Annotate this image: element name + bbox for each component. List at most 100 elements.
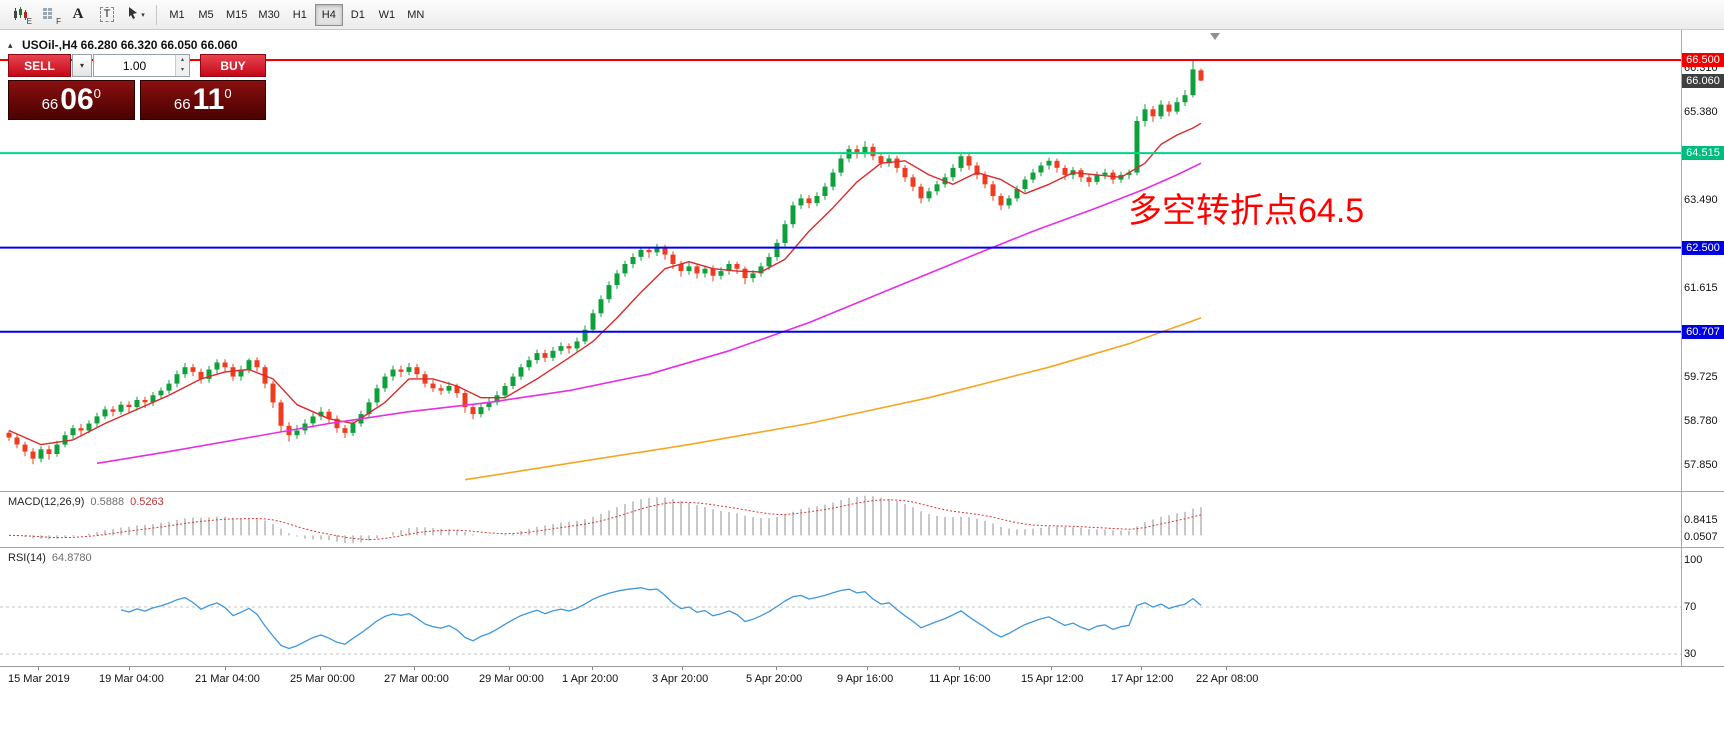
volume-decrease-button[interactable]: ▾ bbox=[176, 65, 189, 76]
time-axis-tick bbox=[867, 667, 868, 670]
sell-button[interactable]: SELL bbox=[8, 54, 71, 77]
collapse-panel-icon[interactable]: ▴ bbox=[8, 40, 13, 50]
bid-price-whole: 66 bbox=[41, 96, 59, 113]
timeframe-button-m5[interactable]: M5 bbox=[192, 4, 220, 26]
grid-levels-button[interactable]: F bbox=[35, 3, 63, 27]
time-axis-tick bbox=[129, 667, 130, 670]
label-tool-button[interactable]: T bbox=[93, 3, 121, 27]
price-axis-border bbox=[1681, 30, 1682, 692]
timeframe-button-mn[interactable]: MN bbox=[402, 4, 430, 26]
timeframe-button-h4[interactable]: H4 bbox=[314, 3, 343, 26]
macd-signal-value: 0.5263 bbox=[130, 496, 164, 508]
price-chart-canvas[interactable] bbox=[0, 30, 1681, 491]
price-tag-66.500: 66.500 bbox=[1682, 53, 1724, 67]
grid-icon bbox=[41, 6, 57, 24]
chevron-down-icon: ▾ bbox=[79, 61, 84, 70]
time-axis-label: 19 Mar 04:00 bbox=[99, 673, 164, 685]
bid-price-tile[interactable]: 66 06 0 bbox=[8, 80, 135, 120]
price-axis-label: 61.615 bbox=[1684, 282, 1718, 295]
volume-input[interactable] bbox=[94, 55, 175, 76]
timeframe-group: M1 M5 M15 M30 H1 H4 D1 W1 MN bbox=[163, 3, 430, 26]
chart-ohlc-header: USOil-,H4 66.280 66.320 66.050 66.060 bbox=[22, 38, 238, 52]
price-axis-label: 58.780 bbox=[1684, 415, 1718, 428]
quote-tiles-row: 66 06 0 66 11 0 bbox=[8, 80, 266, 120]
time-axis-tick bbox=[959, 667, 960, 670]
rsi-name: RSI(14) bbox=[8, 552, 46, 564]
time-axis-tick bbox=[38, 667, 39, 670]
volume-field: ▴ ▾ bbox=[93, 54, 190, 77]
cursor-icon bbox=[127, 6, 141, 23]
volume-dropdown-button[interactable]: ▾ bbox=[72, 54, 92, 77]
chart-shift-marker bbox=[1210, 33, 1220, 40]
time-axis-label: 29 Mar 00:00 bbox=[479, 673, 544, 685]
time-axis-label: 5 Apr 20:00 bbox=[746, 673, 803, 685]
label-tool-icon: T bbox=[99, 7, 115, 22]
toolbar: E F A T ▾ M1 M5 M15 M30 H1 H4 D1 W1 MN bbox=[0, 0, 1724, 30]
tool-sub-letter: E bbox=[26, 16, 32, 26]
macd-chart-canvas[interactable] bbox=[0, 492, 1681, 547]
time-axis-tick bbox=[1051, 667, 1052, 670]
rsi-indicator-label: RSI(14) 64.8780 bbox=[8, 552, 92, 564]
tool-sub-letter: F bbox=[56, 16, 61, 26]
one-click-trading-panel: SELL ▾ ▴ ▾ BUY 66 06 0 66 11 0 bbox=[8, 54, 266, 120]
volume-increase-button[interactable]: ▴ bbox=[176, 55, 189, 66]
time-axis-tick bbox=[1141, 667, 1142, 670]
time-axis-tick bbox=[682, 667, 683, 670]
time-axis-tick bbox=[1226, 667, 1227, 670]
ask-price-tile[interactable]: 66 11 0 bbox=[139, 80, 266, 120]
price-axis-label: 63.490 bbox=[1684, 194, 1718, 207]
price-tag-60.707: 60.707 bbox=[1682, 324, 1724, 339]
timeframe-button-m1[interactable]: M1 bbox=[163, 4, 191, 26]
macd-value: 0.5888 bbox=[90, 496, 125, 508]
trade-buttons-row: SELL ▾ ▴ ▾ BUY bbox=[8, 54, 266, 77]
time-axis-label: 25 Mar 00:00 bbox=[290, 673, 355, 685]
timeframe-button-d1[interactable]: D1 bbox=[344, 4, 372, 26]
rsi-panel-resize-handle[interactable] bbox=[0, 547, 1724, 548]
chart-objects-button[interactable]: E bbox=[6, 3, 34, 27]
time-axis-tick bbox=[592, 667, 593, 670]
time-axis-label: 1 Apr 20:00 bbox=[562, 673, 619, 685]
time-axis-label: 15 Apr 12:00 bbox=[1021, 673, 1084, 685]
price-axis-label: 59.725 bbox=[1684, 370, 1718, 383]
timeframe-button-w1[interactable]: W1 bbox=[373, 4, 401, 26]
rsi-level-label-30: 30 bbox=[1684, 648, 1697, 660]
price-axis-label: 57.850 bbox=[1684, 458, 1718, 471]
time-axis-tick bbox=[225, 667, 226, 670]
ask-price-pips: 11 bbox=[192, 83, 225, 116]
text-tool-button[interactable]: A bbox=[64, 3, 92, 27]
time-axis-label: 17 Apr 12:00 bbox=[1111, 673, 1174, 685]
time-axis-label: 11 Apr 16:00 bbox=[929, 673, 991, 685]
price-tag-64.515: 64.515 bbox=[1682, 146, 1724, 161]
macd-panel-resize-handle[interactable] bbox=[0, 491, 1724, 492]
time-axis-tick bbox=[509, 667, 510, 670]
price-tag-66.060: 66.060 bbox=[1682, 73, 1724, 88]
rsi-level-label-70: 70 bbox=[1684, 601, 1697, 613]
timeframe-button-m30[interactable]: M30 bbox=[253, 4, 284, 26]
price-axis[interactable]: 66.310 65.380 63.490 61.615 59.725 58.780 57.8… bbox=[1682, 0, 1724, 755]
time-axis-label: 3 Apr 20:00 bbox=[652, 673, 709, 685]
time-axis-label: 21 Mar 04:00 bbox=[195, 673, 260, 685]
rsi-level-label-100: 100 bbox=[1684, 554, 1703, 566]
time-axis-tick bbox=[776, 667, 777, 670]
text-tool-icon: A bbox=[72, 6, 84, 22]
timeframe-button-h1[interactable]: H1 bbox=[286, 4, 314, 26]
volume-spinner: ▴ ▾ bbox=[175, 55, 189, 76]
bid-price-point: 0 bbox=[93, 86, 101, 101]
time-axis-label: 15 Mar 2019 bbox=[8, 673, 70, 685]
time-axis[interactable]: 15 Mar 2019 19 Mar 04:00 21 Mar 04:00 25 Ma… bbox=[0, 666, 1724, 692]
time-axis-label: 22 Apr 08:00 bbox=[1196, 673, 1259, 685]
buy-button[interactable]: BUY bbox=[200, 54, 266, 77]
cursor-tool-button[interactable]: ▾ bbox=[122, 3, 150, 27]
timeframe-button-m15[interactable]: M15 bbox=[221, 4, 252, 26]
bid-price-pips: 06 bbox=[60, 83, 94, 116]
ask-price-point: 0 bbox=[224, 86, 232, 101]
time-axis-tick bbox=[320, 667, 321, 670]
rsi-chart-canvas[interactable] bbox=[0, 548, 1681, 666]
macd-name: MACD(12,26,9) bbox=[8, 496, 85, 508]
rsi-value: 64.8780 bbox=[51, 552, 92, 564]
ask-price-whole: 66 bbox=[173, 96, 191, 113]
chevron-down-icon: ▾ bbox=[141, 11, 145, 19]
macd-axis-max-label: 0.8415 bbox=[1684, 514, 1718, 526]
toolbar-separator bbox=[156, 4, 157, 25]
